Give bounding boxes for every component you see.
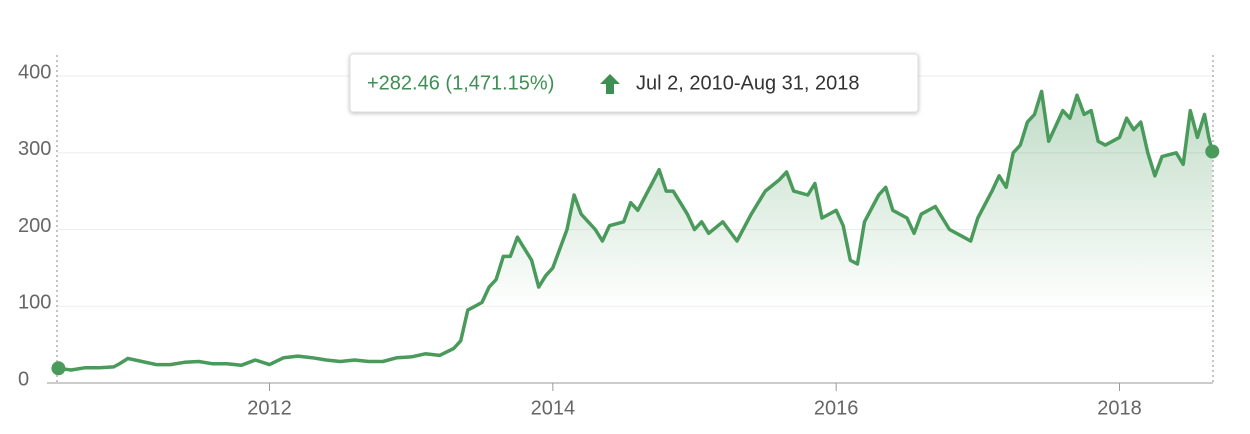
x-tick-label: 2016 <box>814 397 859 419</box>
endpoint-dot <box>1205 144 1220 159</box>
y-tick-label: 400 <box>18 61 51 83</box>
range-text: Jul 2, 2010-Aug 31, 2018 <box>636 72 860 94</box>
y-tick-label: 200 <box>18 215 51 237</box>
area <box>58 91 1213 384</box>
up-arrow <box>600 74 620 94</box>
change-text: +282.46 (1,471.15%) <box>367 72 554 94</box>
x-tick-label: 2012 <box>247 397 292 419</box>
x-tick-label: 2018 <box>1097 397 1142 419</box>
endpoint-dot <box>51 361 66 376</box>
price-line <box>58 89 1214 372</box>
y-tick-label: 300 <box>18 138 51 160</box>
tooltip: +282.46 (1,471.15%) Jul 2, 2010-Aug 31, … <box>349 53 919 113</box>
y-tick-label: 100 <box>18 292 51 314</box>
x-tick-label: 2014 <box>531 397 576 419</box>
y-tick-label: 0 <box>18 368 29 390</box>
tooltip-box <box>349 53 919 113</box>
